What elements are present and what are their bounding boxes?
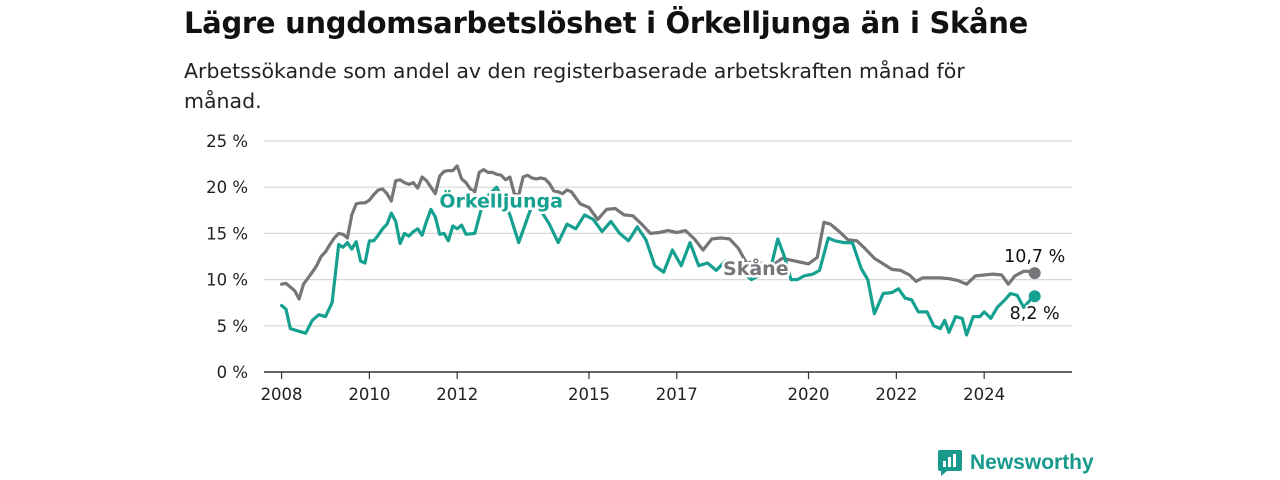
end-point-skåne bbox=[1028, 267, 1041, 280]
x-tick-label: 2012 bbox=[436, 385, 478, 404]
x-axis-ticks: 2008 2010 2012 2015 2017 2020 2022 2024 bbox=[261, 372, 1005, 404]
inline-label-orkelljunga: Örkelljunga bbox=[439, 189, 563, 213]
y-tick-label: 15 % bbox=[206, 224, 248, 243]
newsworthy-logo-icon bbox=[938, 450, 962, 476]
series-labels: 10,7 % 8,2 % Örkelljunga Skåne bbox=[437, 186, 1067, 326]
x-tick-label: 2022 bbox=[875, 385, 917, 404]
x-tick-label: 2020 bbox=[788, 385, 830, 404]
grid-lines bbox=[264, 140, 1072, 373]
end-label-orkelljunga: 8,2 % bbox=[1010, 304, 1060, 324]
series-line-skåne bbox=[280, 164, 1037, 301]
chart-title: Lägre ungdomsarbetslöshet i Örkelljunga … bbox=[184, 6, 1029, 40]
brand-logo: Newsworthy bbox=[937, 449, 1094, 477]
y-tick-label: 0 % bbox=[217, 363, 248, 382]
inline-label-skane: Skåne bbox=[723, 256, 789, 280]
y-tick-label: 25 % bbox=[206, 132, 248, 151]
x-tick-label: 2008 bbox=[261, 385, 303, 404]
series-line-örkelljunga bbox=[280, 185, 1037, 337]
y-tick-label: 10 % bbox=[206, 271, 248, 290]
y-tick-label: 20 % bbox=[206, 178, 248, 197]
x-tick-label: 2024 bbox=[963, 385, 1005, 404]
y-tick-label: 5 % bbox=[217, 317, 248, 336]
y-axis-ticks: 0 % 5 % 10 % 15 % 20 % 25 % bbox=[206, 132, 248, 382]
x-tick-label: 2010 bbox=[348, 385, 390, 404]
x-tick-label: 2017 bbox=[656, 385, 698, 404]
end-point-örkelljunga bbox=[1028, 290, 1041, 303]
line-chart: 0 %5 %10 %15 %20 %25 % 2008 2010 2012 2015 2… bbox=[206, 132, 1072, 404]
x-tick-label: 2015 bbox=[568, 385, 610, 404]
end-label-skane: 10,7 % bbox=[1004, 247, 1065, 267]
brand-name: Newsworthy bbox=[970, 451, 1094, 474]
series-lines bbox=[280, 164, 1041, 337]
chart-subtitle: Arbetssökande som andel av den registerb… bbox=[184, 59, 965, 113]
